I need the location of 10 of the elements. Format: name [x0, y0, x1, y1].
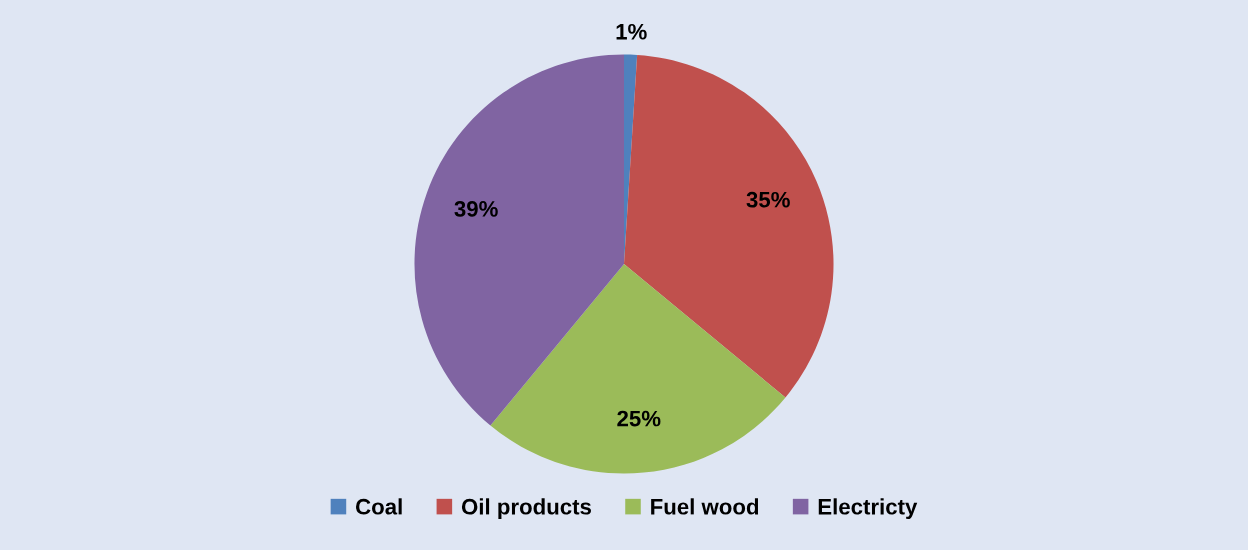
- legend-label: Oil products: [461, 498, 591, 519]
- data-label: 35%: [746, 191, 790, 208]
- legend-label: Coal: [356, 498, 402, 515]
- pie-slice: [490, 264, 786, 474]
- legend-label: Fuel wood: [651, 498, 759, 515]
- data-label: 39%: [454, 201, 498, 217]
- data-label: 25%: [617, 410, 661, 427]
- pie-slice: [624, 54, 834, 398]
- data-label: 1%: [616, 23, 647, 40]
- legend-label: Electricty: [818, 498, 918, 519]
